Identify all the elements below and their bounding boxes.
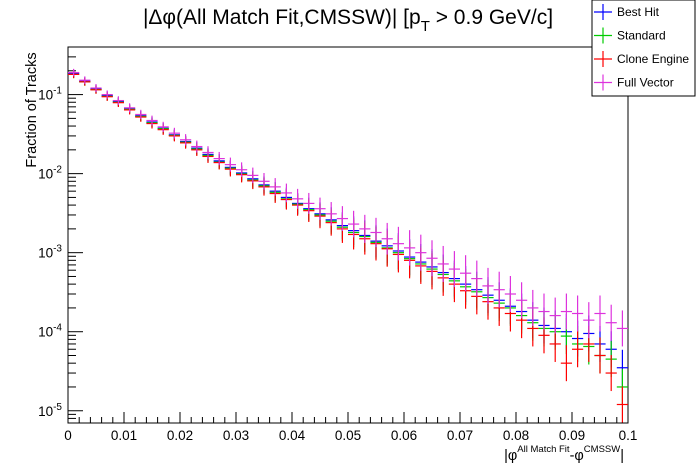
y-tick-label: 10-1 [38,86,62,103]
data-point [191,140,203,153]
data-point [258,173,270,190]
data-point [404,230,416,266]
data-point [616,386,628,423]
y-tick-label: 10-3 [38,244,62,261]
data-point [493,271,505,308]
data-point [180,134,192,146]
x-axis-title-part-b: -φ [570,448,584,464]
legend-entry: Full Vector [594,74,674,91]
data-point [560,293,572,330]
x-tick-label: 0.09 [559,428,585,443]
data-point [392,226,404,261]
data-point [572,331,584,368]
data-point [527,289,539,326]
data-point [325,202,337,226]
data-point [336,206,348,232]
chart-title-main: |Δφ(All Match Fit,CMSSW)| [p [143,6,421,29]
data-point [112,96,124,105]
y-axis-title: Fraction of Tracks [24,52,40,167]
chart-title: |Δφ(All Match Fit,CMSSW)| [pT > 0.9 GeV/… [143,6,553,35]
x-axis-title-sup-b: CMSSW [584,444,620,455]
x-axis-title: |φAll Match Fit-φCMSSW| [504,444,624,464]
data-point [381,222,393,255]
x-axis-title-sup-a: All Match Fit [517,444,570,455]
x-tick-label: 0.02 [167,428,193,443]
legend-label: Clone Engine [617,52,689,66]
legend-label: Full Vector [617,76,674,90]
data-point [426,240,438,277]
legend-label: Standard [617,29,666,43]
series-full-vector [68,68,628,347]
data-point [482,267,494,304]
x-tick-label: 0.08 [503,428,529,443]
x-axis-title-part-c: | [620,448,624,464]
data-point [101,90,113,99]
legend-box [591,0,696,97]
chart-title-tail: > 0.9 GeV/c] [430,6,553,29]
x-tick-label: 0.1 [619,428,638,443]
data-point [224,157,236,172]
data-point [79,76,91,85]
data-point [348,210,360,238]
legend-entries: Best Hit Standard Clone Engine Full Vector [594,4,689,91]
x-tick-label: 0.03 [223,428,249,443]
data-point [68,68,80,77]
data-point [560,345,572,382]
data-point [135,109,147,120]
series-layer [68,68,628,423]
legend-entry: Clone Engine [594,51,689,67]
data-point [594,295,606,332]
data-point [303,192,315,214]
data-point [124,103,136,113]
data-point [437,245,449,282]
x-tick-label: 0.07 [447,428,473,443]
data-point [605,355,617,392]
data-point [236,162,248,178]
data-point [471,260,483,297]
chart-title-subscript: T [421,18,430,35]
data-point [157,121,169,133]
y-tick-label: 10-5 [38,402,62,419]
legend-entry: Best Hit [594,4,660,20]
axes: 0 0.01 0.02 0.03 0.04 0.05 0.06 0.07 0.08 0.09 0.1… [38,46,638,443]
x-tick-label: 0.01 [111,428,137,443]
data-point [90,84,102,93]
legend: Best Hit Standard Clone Engine Full Vector [591,0,696,97]
x-axis-title-part-a: |φ [504,448,517,464]
data-point [572,295,584,332]
data-point [146,115,158,126]
data-point [213,151,225,166]
y-tick-label: 10-2 [38,165,62,182]
data-point [292,188,304,209]
data-point [168,127,180,139]
legend-entry: Standard [594,27,666,44]
data-point [269,178,281,196]
data-point [605,304,617,341]
data-point [460,255,472,292]
data-point [415,234,427,271]
data-point [314,197,326,220]
x-tick-label: 0 [64,428,72,443]
x-tick-label: 0.06 [391,428,417,443]
data-point [359,214,371,243]
legend-label: Best Hit [617,5,660,19]
data-point [516,282,528,319]
data-point [538,293,550,330]
data-point [448,251,460,288]
data-point [202,146,214,159]
data-point [583,302,595,339]
data-point [616,310,628,347]
data-point [370,217,382,248]
data-point [594,337,606,374]
x-tick-label: 0.05 [335,428,361,443]
data-point [247,167,259,184]
y-tick-label: 10-4 [38,323,62,340]
data-point [504,276,516,313]
data-point [280,183,292,203]
x-tick-label: 0.04 [279,428,306,443]
data-point [549,297,561,334]
